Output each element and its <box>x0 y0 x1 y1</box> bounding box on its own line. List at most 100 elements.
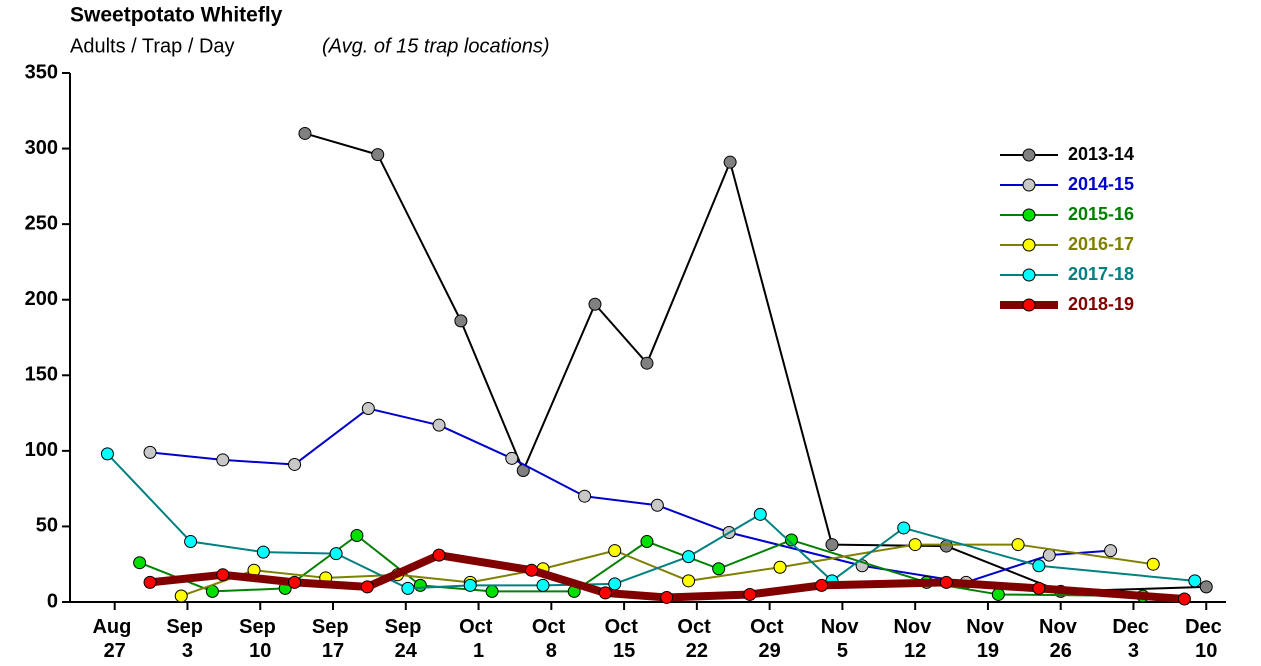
x-tick-label: Nov 5 <box>821 616 864 662</box>
x-tick-label: Oct 1 <box>459 616 498 662</box>
series-marker <box>329 547 343 561</box>
series-marker <box>100 447 114 461</box>
y-tick-label: 50 <box>36 515 58 537</box>
legend-marker <box>1022 268 1036 282</box>
x-tick-label: Oct 29 <box>750 616 789 662</box>
series-marker <box>723 155 737 169</box>
series-marker <box>753 507 767 521</box>
series-marker <box>743 587 757 601</box>
series-marker <box>650 498 664 512</box>
series-marker <box>485 584 499 598</box>
series-marker <box>682 574 696 588</box>
series-marker <box>908 538 922 552</box>
series-line <box>106 453 1195 590</box>
series-marker <box>361 402 375 416</box>
series-marker <box>298 126 312 140</box>
series-marker <box>1146 557 1160 571</box>
x-tick-label: Nov 12 <box>893 616 936 662</box>
legend-label: 2018-19 <box>1068 294 1134 314</box>
y-tick-label: 150 <box>25 364 58 386</box>
series-marker <box>660 590 674 604</box>
series-marker <box>1177 592 1191 606</box>
x-tick-label: Nov 19 <box>966 616 1009 662</box>
series-marker <box>712 562 726 576</box>
x-tick-label: Sep 17 <box>312 616 354 662</box>
series-marker <box>897 521 911 535</box>
series-marker <box>143 445 157 459</box>
y-tick-label: 350 <box>25 61 58 83</box>
series-line <box>304 132 1207 593</box>
x-tick-label: Oct 15 <box>605 616 644 662</box>
legend-label: 2016-17 <box>1068 234 1134 254</box>
chart-title: Sweetpotato Whitefly <box>70 4 283 27</box>
x-tick-label: Aug 27 <box>92 616 136 662</box>
y-tick-label: 100 <box>25 439 58 461</box>
x-tick-label: Nov 26 <box>1039 616 1082 662</box>
series-marker <box>536 578 550 592</box>
series-marker <box>640 356 654 370</box>
series-marker <box>1032 559 1046 573</box>
series-marker <box>1042 548 1056 562</box>
legend-marker <box>1022 208 1036 222</box>
series-marker <box>432 418 446 432</box>
legend-marker <box>1022 178 1036 192</box>
series-marker <box>174 589 188 603</box>
y-tick-label: 0 <box>47 590 58 612</box>
series-marker <box>413 578 427 592</box>
series-marker <box>784 533 798 547</box>
series-marker <box>1104 544 1118 558</box>
y-tick-label: 250 <box>25 212 58 234</box>
series-marker <box>598 586 612 600</box>
series-marker <box>401 581 415 595</box>
y-tick-label: 200 <box>25 288 58 310</box>
series-marker <box>939 575 953 589</box>
series-marker <box>133 556 147 570</box>
series-marker <box>1011 538 1025 552</box>
series-marker <box>143 575 157 589</box>
series-marker <box>1188 574 1202 588</box>
series-marker <box>525 563 539 577</box>
series-marker <box>184 535 198 549</box>
legend-marker <box>1022 298 1036 312</box>
x-tick-label: Dec 3 <box>1112 616 1154 662</box>
legend-label: 2014-15 <box>1068 174 1134 194</box>
x-tick-label: Oct 22 <box>677 616 716 662</box>
x-tick-label: Sep 3 <box>166 616 208 662</box>
series-marker <box>825 538 839 552</box>
series-marker <box>288 457 302 471</box>
series-marker <box>578 489 592 503</box>
legend-label: 2017-18 <box>1068 264 1134 284</box>
series-marker <box>815 578 829 592</box>
series-marker <box>454 314 468 328</box>
series-marker <box>463 578 477 592</box>
series-marker <box>608 544 622 558</box>
chart-note: (Avg. of 15 trap locations) <box>322 35 550 57</box>
series-marker <box>432 548 446 562</box>
legend-label: 2015-16 <box>1068 204 1134 224</box>
series-marker <box>640 535 654 549</box>
series-marker <box>360 580 374 594</box>
series-marker <box>288 575 302 589</box>
legend-marker <box>1022 238 1036 252</box>
x-tick-label: Dec 10 <box>1185 616 1227 662</box>
series-marker <box>216 568 230 582</box>
series-marker <box>256 545 270 559</box>
series-marker <box>682 550 696 564</box>
legend-marker <box>1022 148 1036 162</box>
series-marker <box>991 587 1005 601</box>
chart-subtitle: Adults / Trap / Day <box>70 35 235 57</box>
x-tick-label: Sep 10 <box>239 616 281 662</box>
series-marker <box>216 453 230 467</box>
x-tick-label: Sep 24 <box>385 616 427 662</box>
series-line <box>180 543 1154 597</box>
series-marker <box>350 528 364 542</box>
series-marker <box>1199 580 1213 594</box>
series-marker <box>1032 581 1046 595</box>
x-tick-label: Oct 8 <box>532 616 571 662</box>
series-marker <box>371 148 385 162</box>
y-tick-label: 300 <box>25 137 58 159</box>
legend-label: 2013-14 <box>1068 144 1134 164</box>
series-marker <box>608 577 622 591</box>
series-marker <box>505 451 519 465</box>
